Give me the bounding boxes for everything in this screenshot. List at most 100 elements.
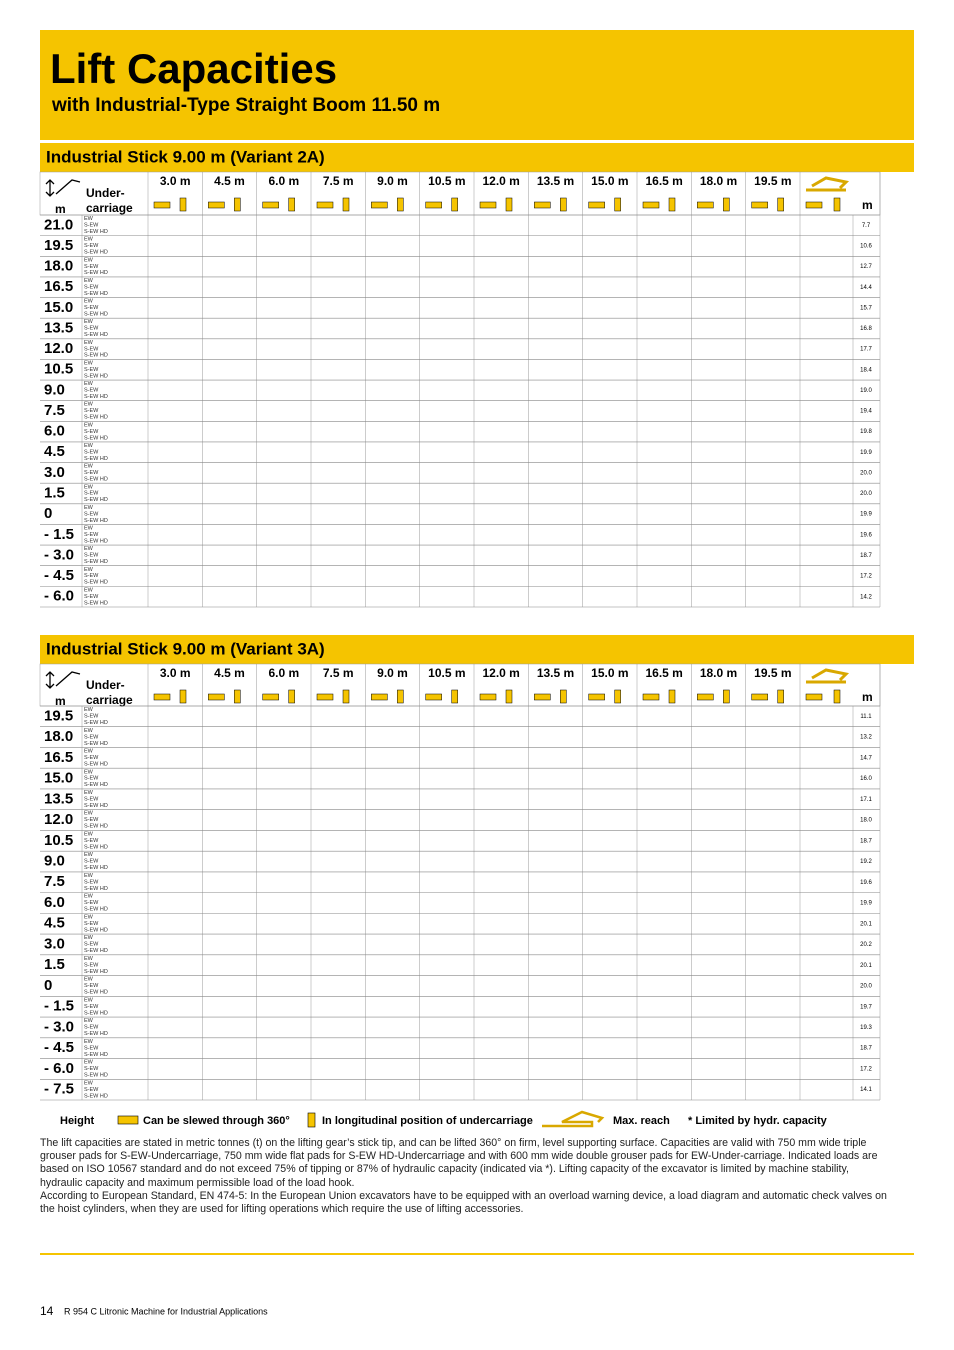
icon-long <box>723 197 730 212</box>
icon <box>307 1112 316 1128</box>
undercarriage: S-EW HD <box>84 373 108 379</box>
undercarriage: EW <box>84 567 94 573</box>
max-reach: 20.0 <box>860 470 872 476</box>
undercarriage: EW <box>84 728 94 734</box>
max-reach: 18.7 <box>860 553 872 559</box>
column-label: 9.0 m <box>377 174 408 188</box>
undercarriage: S-EW <box>84 776 99 782</box>
row-height: 15.0 <box>44 770 73 787</box>
column-label: 19.5 m <box>754 666 791 680</box>
icon-long <box>505 689 513 704</box>
undercarriage: S-EW HD <box>84 1031 108 1037</box>
undercarriage: EW <box>84 1060 94 1066</box>
row-height: - 4.5 <box>44 1039 74 1056</box>
undercarriage: EW <box>84 769 94 775</box>
icon <box>542 1110 605 1128</box>
icon-long <box>668 197 676 212</box>
undercarriage: S-EW HD <box>84 927 108 933</box>
icon-slew <box>588 693 605 701</box>
undercarriage: EW <box>84 360 94 366</box>
undercarriage: EW <box>84 278 94 284</box>
undercarriage: EW <box>84 484 94 490</box>
icon-long <box>833 197 841 212</box>
row-height: 7.5 <box>44 873 65 890</box>
undercarriage: S-EW HD <box>84 1010 108 1016</box>
header-box <box>40 30 914 140</box>
row-height: 12.0 <box>44 811 73 828</box>
column-label: 7.5 m <box>323 666 354 680</box>
icon-long <box>234 197 241 212</box>
icon-slew <box>479 693 497 701</box>
undercarriage-header: Under- <box>86 186 125 200</box>
undercarriage: S-EW HD <box>84 394 108 400</box>
undercarriage: S-EW HD <box>84 844 108 850</box>
max-reach: 18.4 <box>860 367 872 373</box>
max-reach: 13.2 <box>860 735 872 741</box>
undercarriage: EW <box>84 956 94 962</box>
column-label: 3.0 m <box>160 174 191 188</box>
undercarriage: EW <box>84 464 94 470</box>
excavator-icon <box>806 176 850 192</box>
column-label: 15.0 m <box>591 174 628 188</box>
row-height: 9.0 <box>44 852 65 869</box>
footer-text: R 954 C Litronic Machine for Industrial … <box>64 1306 268 1316</box>
undercarriage: S-EW <box>84 367 99 373</box>
max-reach: 20.0 <box>860 984 872 990</box>
icon-slew <box>697 201 714 209</box>
max-reach: 17.1 <box>860 797 872 803</box>
icon-slew <box>642 201 660 209</box>
undercarriage: S-EW <box>84 511 99 517</box>
icon-long <box>288 197 295 212</box>
table-title-bar <box>40 635 914 664</box>
undercarriage: EW <box>84 852 94 858</box>
icon-slew <box>208 693 225 701</box>
undercarriage: S-EW HD <box>84 720 108 726</box>
undercarriage: EW <box>84 402 94 408</box>
undercarriage: S-EW HD <box>84 1052 108 1058</box>
max-reach: 18.7 <box>860 1046 872 1052</box>
subtitle: with Industrial-Type Straight Boom 11.50… <box>51 95 440 116</box>
row-height: 3.0 <box>44 464 65 481</box>
legend-limited: * Limited by hydr. capacity <box>688 1115 828 1127</box>
undercarriage: S-EW <box>84 491 99 497</box>
undercarriage: S-EW HD <box>84 229 108 235</box>
icon-long <box>234 689 241 704</box>
icon-slew <box>534 201 551 209</box>
unit-label: m <box>55 202 66 216</box>
icon-slew <box>805 693 823 701</box>
icon-long <box>614 197 621 212</box>
row-height: 6.0 <box>44 894 65 911</box>
undercarriage: S-EW <box>84 1045 99 1051</box>
column-label: 18.0 m <box>700 666 737 680</box>
undercarriage: S-EW HD <box>84 782 108 788</box>
column-label: 18.0 m <box>700 174 737 188</box>
undercarriage: S-EW <box>84 429 99 435</box>
icon-slew <box>371 201 388 209</box>
undercarriage: EW <box>84 790 94 796</box>
icon-slew <box>262 201 279 209</box>
column-label: 10.5 m <box>428 666 465 680</box>
undercarriage: S-EW <box>84 900 99 906</box>
undercarriage: S-EW <box>84 734 99 740</box>
max-reach: 19.6 <box>860 532 872 538</box>
undercarriage: S-EW HD <box>84 435 108 441</box>
max-reach: 19.3 <box>860 1025 872 1031</box>
undercarriage: EW <box>84 873 94 879</box>
row-height: 7.5 <box>44 402 65 419</box>
icon-slew <box>751 201 768 209</box>
undercarriage-header: carriage <box>86 201 133 215</box>
undercarriage: S-EW HD <box>84 270 108 276</box>
undercarriage: EW <box>84 894 94 900</box>
row-height: 1.5 <box>44 956 65 973</box>
column-label: 3.0 m <box>160 666 191 680</box>
undercarriage: S-EW HD <box>84 477 108 483</box>
row-height: 4.5 <box>44 443 65 460</box>
column-label: 6.0 m <box>268 174 299 188</box>
column-label: 15.0 m <box>591 666 628 680</box>
undercarriage: S-EW HD <box>84 538 108 544</box>
undercarriage: S-EW HD <box>84 865 108 871</box>
row-height: 3.0 <box>44 935 65 952</box>
undercarriage: EW <box>84 1018 94 1024</box>
max-reach: 16.8 <box>860 326 872 332</box>
